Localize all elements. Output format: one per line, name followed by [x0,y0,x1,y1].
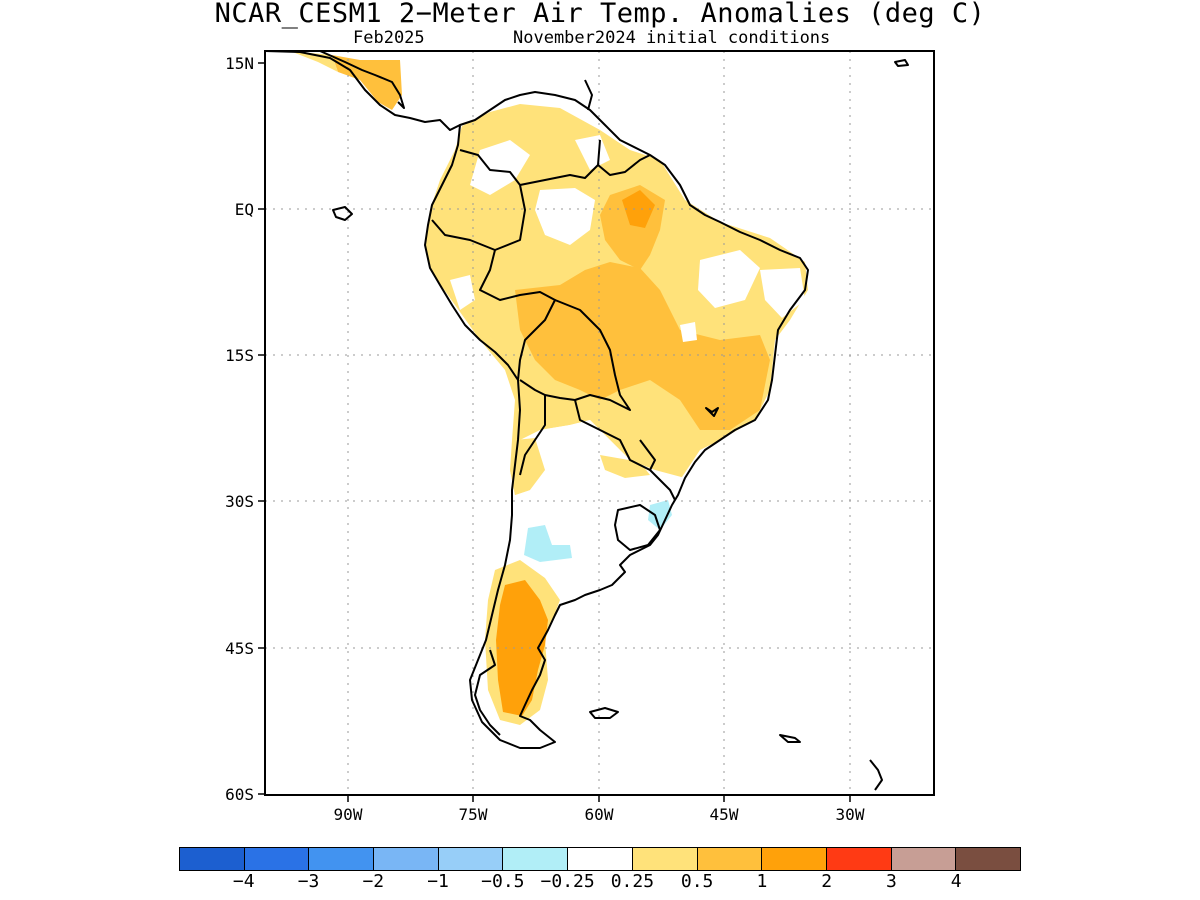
lat-label: EQ [235,200,254,219]
lat-label: 45S [225,639,254,658]
colorbar-swatch [438,848,504,870]
coastlines [265,51,909,791]
colorbar-swatch [309,848,375,870]
forecast-month: Feb2025 [353,28,425,48]
lon-label: 75W [459,805,488,824]
lat-label: 15S [225,346,254,365]
colorbar-label: 3 [886,871,897,892]
colorbar-swatch [956,848,1020,870]
lon-label: 90W [334,805,363,824]
colorbar-swatch [891,848,957,870]
colorbar-swatch [826,848,892,870]
colorbar-label: 4 [950,871,962,892]
colorbar-swatch [697,848,763,870]
colorbar-swatch [503,848,569,870]
lat-label: 60S [225,785,254,804]
lat-label: 15N [225,54,254,73]
colorbar-label: −3 [297,871,320,892]
colorbar-label: −0.5 [481,871,525,892]
colorbar-swatch [180,848,245,870]
colorbar [179,847,1021,871]
colorbar-label: 1 [756,871,768,892]
lon-label: 60W [585,805,614,824]
colorbar-swatch [762,848,827,870]
chart-title: NCAR_CESM1 2−Meter Air Temp. Anomalies (… [214,0,986,29]
colorbar-label: 0.25 [610,871,655,892]
region-central-brazil [515,262,770,430]
colorbar-label: −2 [362,871,385,892]
region-southern-brazil [648,500,672,530]
initial-conditions: November2024 initial conditions [513,28,831,48]
colorbar-swatch [374,848,439,870]
colorbar-label: −4 [232,871,255,892]
anomaly-layer [290,51,808,725]
colorbar-label: 0.5 [680,871,714,892]
lat-label: 30S [225,492,254,511]
lon-label: 30W [836,805,865,824]
colorbar-label: −0.25 [540,871,595,892]
colorbar-label: 2 [821,871,833,892]
colorbar-swatch [568,848,633,870]
colorbar-label: −1 [427,871,449,892]
colorbar-swatch [244,848,310,870]
lon-label: 45W [710,805,739,824]
colorbar-swatch [632,848,698,870]
